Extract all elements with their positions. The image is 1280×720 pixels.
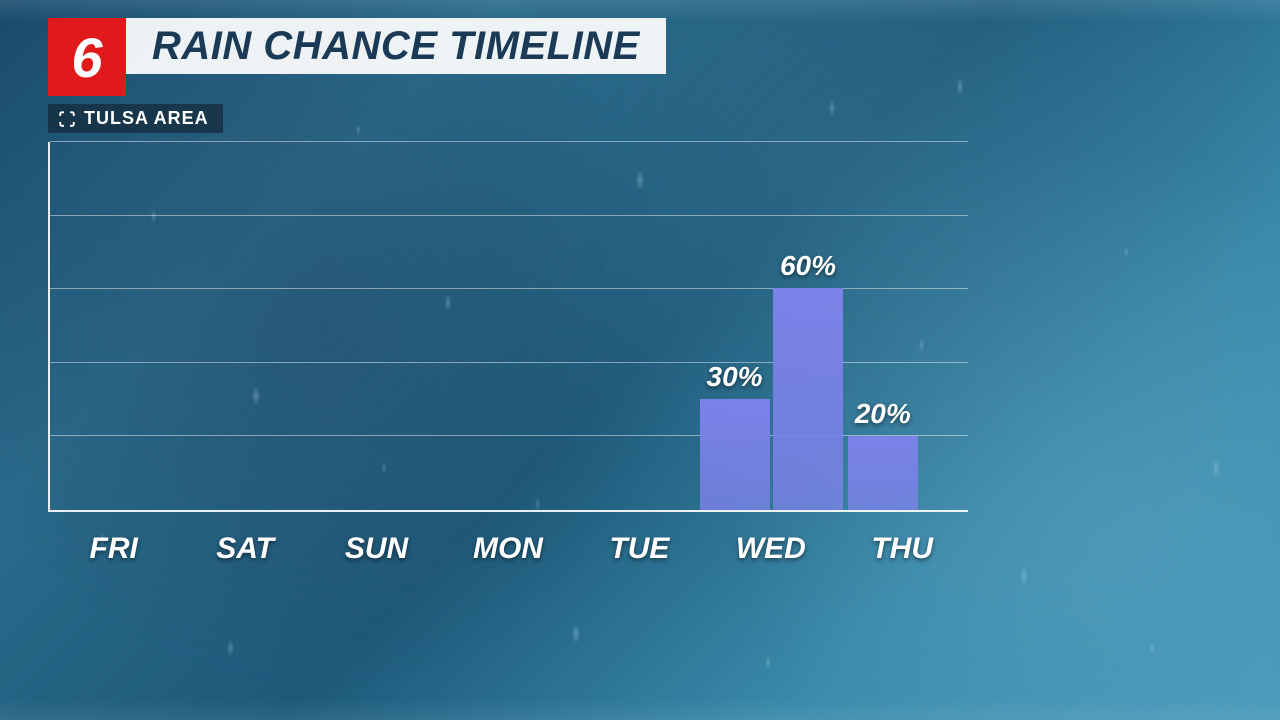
x-label-mon: MON (442, 532, 573, 566)
bar-slot-mon (443, 142, 574, 510)
bar-value-label: 20% (855, 398, 911, 430)
station-logo: 6 (48, 18, 126, 96)
x-label-sat: SAT (179, 532, 310, 566)
bar-fill (848, 436, 918, 510)
bar-fill (773, 288, 843, 510)
bar-slot-sun (312, 142, 443, 510)
bar-fill (700, 399, 770, 510)
focus-icon (58, 110, 76, 128)
title-bar: RAIN CHANCE TIMELINE (126, 18, 666, 74)
bar-slot-wed: 30% 60% (706, 142, 837, 510)
bar-slot-fri (50, 142, 181, 510)
plot-area: 30% 60% 20% (48, 142, 968, 512)
bar-slot-tue (575, 142, 706, 510)
x-label-fri: FRI (48, 532, 179, 566)
x-label-tue: TUE (574, 532, 705, 566)
bar-slot-sat (181, 142, 312, 510)
location-text: TULSA AREA (84, 108, 209, 129)
location-sublabel: TULSA AREA (48, 104, 223, 133)
rain-chance-chart: 30% 60% 20% FRISATSUNMONTUEWEDTHU (48, 142, 968, 612)
bar-slot-thu: 20% (837, 142, 968, 510)
x-label-thu: THU (837, 532, 968, 566)
bar-value-label: 30% (707, 361, 763, 393)
bar-value-label: 60% (780, 250, 836, 282)
header: 6 RAIN CHANCE TIMELINE (48, 18, 666, 96)
x-label-sun: SUN (311, 532, 442, 566)
x-axis-labels: FRISATSUNMONTUEWEDTHU (48, 532, 968, 566)
station-logo-number: 6 (71, 25, 102, 90)
x-label-wed: WED (705, 532, 836, 566)
bars-container: 30% 60% 20% (50, 142, 968, 510)
chart-title: RAIN CHANCE TIMELINE (152, 24, 640, 69)
